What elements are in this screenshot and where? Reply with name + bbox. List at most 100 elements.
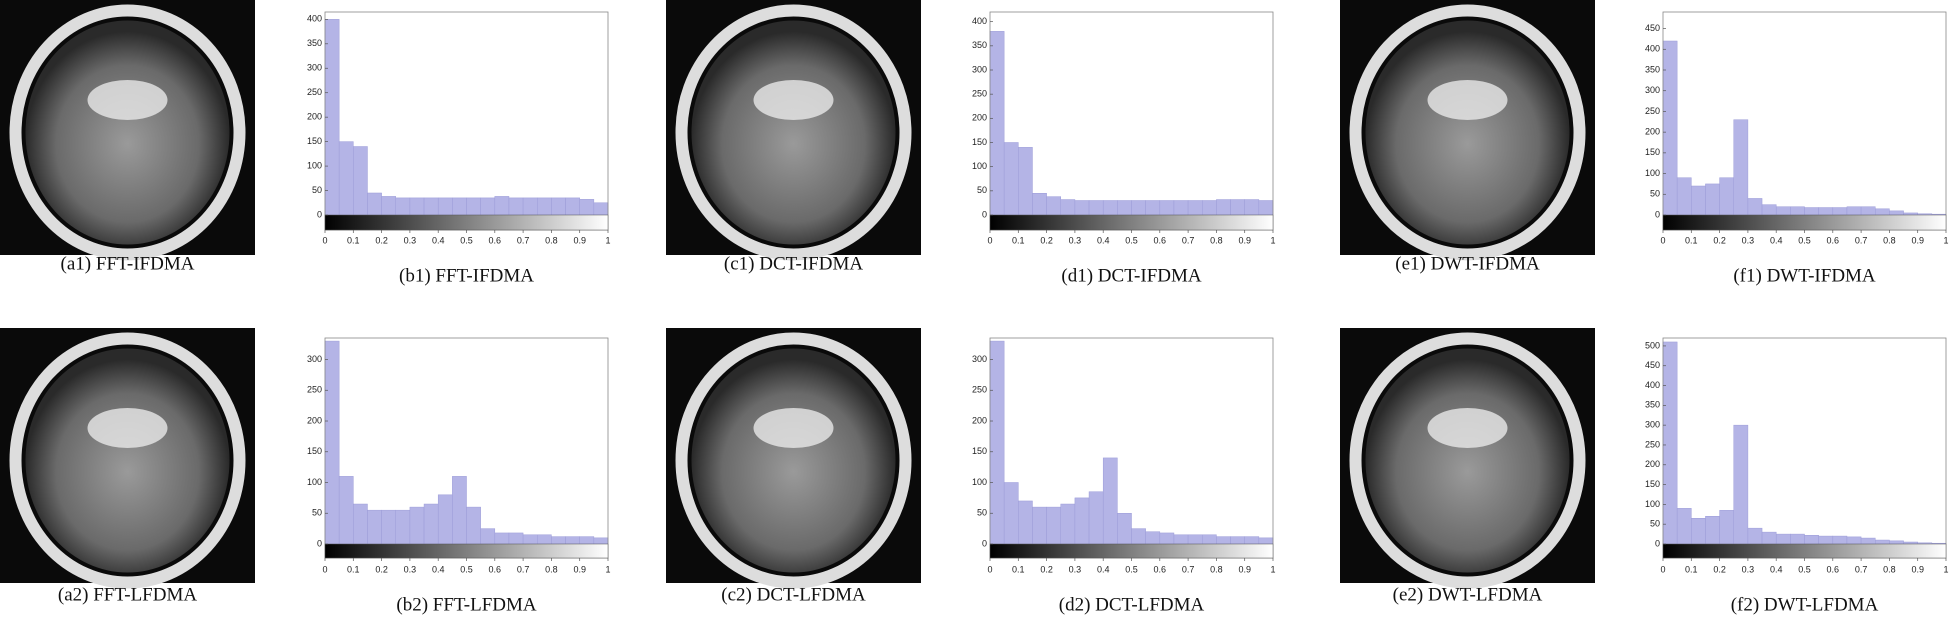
chart-caption: (d2) DCT-LFDMA [1059,594,1205,615]
bar [1202,200,1217,216]
bar [437,197,453,216]
y-tick-label: 100 [1645,168,1660,178]
bar [1832,535,1848,545]
y-tick-label: 300 [1645,420,1660,430]
mri-image [1340,328,1595,589]
x-tick-label: 0.2 [1713,235,1726,245]
x-tick-label: 0.6 [1827,235,1840,245]
x-tick-label: 1 [1943,564,1948,574]
x-tick-label: 0.8 [1883,564,1896,574]
colorbar [324,543,609,559]
y-tick-label: 350 [1645,400,1660,410]
y-tick-label: 150 [1645,147,1660,157]
y-tick-label: 300 [307,63,322,73]
bar [452,197,467,216]
bar [537,197,552,216]
bar [1088,200,1104,216]
x-tick-label: 0.3 [1069,235,1082,245]
bar [522,534,538,545]
y-tick-label: 450 [1645,23,1660,33]
bar [494,196,510,216]
bar [1244,536,1260,545]
bar [1244,199,1260,216]
y-tick-label: 200 [307,112,322,122]
bar [1804,535,1819,545]
x-tick-label: 0.4 [1097,235,1110,245]
bar [1117,513,1132,545]
y-tick-label: 150 [1645,479,1660,489]
mri-image [0,328,255,589]
bar [1719,177,1734,216]
bar [1187,200,1203,216]
y-tick-label: 300 [1645,85,1660,95]
bar [1173,200,1189,216]
skull [675,4,912,261]
bar [1790,206,1805,216]
bar [1705,183,1720,216]
x-tick-label: 0.2 [375,564,388,574]
x-tick-label: 0.3 [1742,564,1755,574]
bar [1889,210,1904,216]
image-caption: (e2) DWT-LFDMA [1393,584,1543,605]
y-tick-label: 400 [1645,380,1660,390]
y-tick-label: 200 [972,415,987,425]
y-tick-label: 200 [1645,459,1660,469]
image-caption: (a1) FFT-IFDMA [61,253,195,274]
bar [1846,206,1862,216]
bar [1003,482,1019,545]
brain [1365,20,1570,245]
x-tick-label: 0.5 [460,564,473,574]
bar [367,192,382,216]
x-tick-label: 0.8 [545,235,558,245]
bar [1818,535,1834,545]
bar [1889,540,1904,545]
x-tick-label: 1 [605,564,610,574]
bar [1691,518,1706,545]
bar [1216,536,1231,545]
bar [1032,506,1047,545]
brain [25,20,230,245]
chart-caption: (f1) DWT-IFDMA [1733,265,1876,286]
bar [1733,119,1749,216]
x-tick-label: 0.7 [517,235,530,245]
colorbar [989,543,1274,559]
colorbar [1662,543,1947,559]
bar [1705,516,1720,545]
bar [1173,534,1189,545]
bar [381,196,397,216]
y-tick-label: 250 [1645,106,1660,116]
bar [1903,212,1918,216]
y-tick-label: 50 [977,185,987,195]
mri-image [666,328,921,589]
brain [691,20,896,245]
brain [691,348,896,573]
bar [593,202,609,216]
y-tick-label: 0 [1655,209,1660,219]
bar [494,532,510,545]
y-tick-label: 350 [307,38,322,48]
bar [1131,528,1146,545]
y-tick-label: 100 [972,477,987,487]
y-tick-label: 400 [307,14,322,24]
bar [551,197,566,216]
bar [437,494,453,545]
y-tick-label: 300 [972,354,987,364]
bar [353,503,368,545]
image-caption: (e1) DWT-IFDMA [1395,253,1540,274]
y-tick-label: 0 [982,209,987,219]
bar [579,536,595,545]
x-tick-label: 0 [987,564,992,574]
y-tick-label: 500 [1645,340,1660,350]
y-tick-label: 350 [1645,64,1660,74]
mri-image [666,0,921,261]
bar [1102,200,1118,216]
x-tick-label: 0.8 [1210,564,1223,574]
x-tick-label: 0.8 [1883,235,1896,245]
bar [1790,533,1805,545]
bar [1088,491,1104,545]
bar [1804,207,1819,216]
bright-region [87,408,168,448]
bar [1662,341,1678,545]
bar [395,509,411,545]
